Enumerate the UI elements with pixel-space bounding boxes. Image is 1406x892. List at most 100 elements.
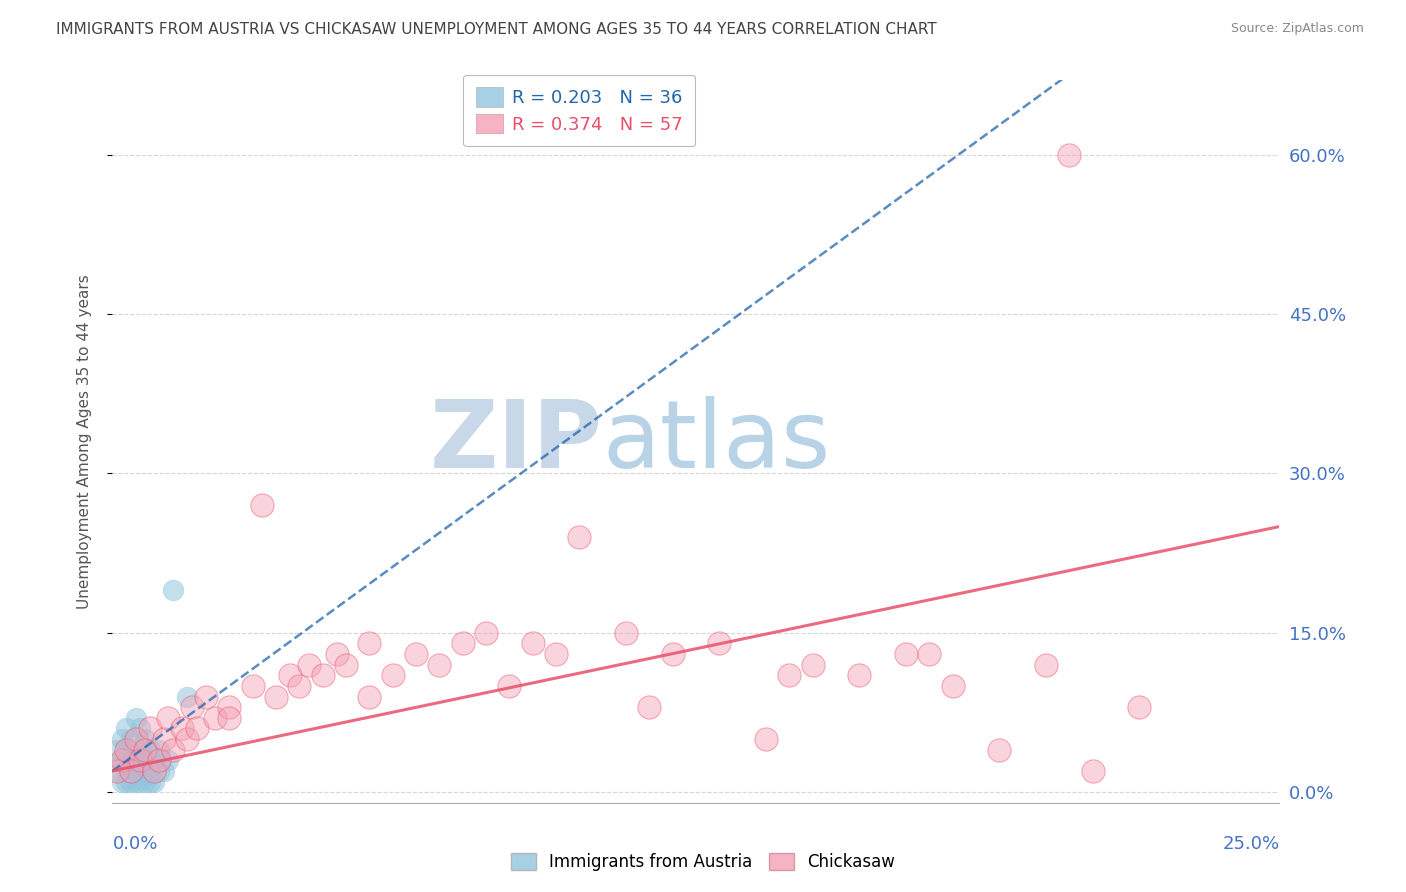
Legend: Immigrants from Austria, Chickasaw: Immigrants from Austria, Chickasaw [502,845,904,880]
Point [568,530,591,544]
Point [311,668,333,682]
Point [120,732,142,747]
Point [139,764,162,778]
Point [148,764,170,778]
Point [134,732,156,747]
Point [129,742,152,756]
Point [115,742,138,756]
Point [1035,657,1057,672]
Point [134,742,156,756]
Point [105,764,128,778]
Point [157,753,180,767]
Point [498,679,520,693]
Point [288,679,311,693]
Point [297,657,319,672]
Point [172,722,194,736]
Point [218,711,240,725]
Point [522,636,544,650]
Point [278,668,301,682]
Point [153,764,176,778]
Point [143,753,166,767]
Point [129,722,152,736]
Point [162,583,184,598]
Point [801,657,824,672]
Point [105,764,128,778]
Point [153,732,176,747]
Point [381,668,404,682]
Point [143,774,166,789]
Point [115,764,138,778]
Text: ZIP: ZIP [430,395,603,488]
Point [125,711,148,725]
Point [120,753,142,767]
Point [848,668,870,682]
Point [359,690,381,704]
Point [614,625,637,640]
Point [661,647,683,661]
Point [755,732,778,747]
Point [186,722,208,736]
Point [638,700,661,714]
Text: 0.0%: 0.0% [112,835,157,853]
Point [111,774,134,789]
Point [250,498,273,512]
Point [359,636,381,650]
Point [176,690,198,704]
Point [778,668,800,682]
Point [1128,700,1150,714]
Point [143,764,166,778]
Point [544,647,567,661]
Point [115,774,138,789]
Text: atlas: atlas [603,395,831,488]
Point [111,732,134,747]
Point [148,742,170,756]
Point [148,753,170,767]
Point [120,774,142,789]
Point [918,647,941,661]
Point [204,711,226,725]
Point [180,700,202,714]
Point [134,764,156,778]
Point [139,742,162,756]
Y-axis label: Unemployment Among Ages 35 to 44 years: Unemployment Among Ages 35 to 44 years [77,274,91,609]
Point [427,657,450,672]
Point [1081,764,1104,778]
Point [709,636,731,650]
Point [894,647,917,661]
Point [139,774,162,789]
Point [129,774,152,789]
Point [162,742,184,756]
Point [111,753,134,767]
Text: 25.0%: 25.0% [1222,835,1279,853]
Point [194,690,217,704]
Point [125,774,148,789]
Point [115,722,138,736]
Point [264,690,287,704]
Point [125,764,148,778]
Text: IMMIGRANTS FROM AUSTRIA VS CHICKASAW UNEMPLOYMENT AMONG AGES 35 TO 44 YEARS CORR: IMMIGRANTS FROM AUSTRIA VS CHICKASAW UNE… [56,22,936,37]
Point [157,711,180,725]
Point [125,753,148,767]
Legend: R = 0.203   N = 36, R = 0.374   N = 57: R = 0.203 N = 36, R = 0.374 N = 57 [463,75,696,146]
Point [139,722,162,736]
Point [475,625,498,640]
Point [105,742,128,756]
Point [988,742,1011,756]
Point [1059,147,1081,161]
Text: Source: ZipAtlas.com: Source: ZipAtlas.com [1230,22,1364,36]
Point [111,753,134,767]
Point [134,753,156,767]
Point [335,657,357,672]
Point [242,679,264,693]
Point [115,742,138,756]
Point [942,679,965,693]
Point [325,647,347,661]
Point [120,764,142,778]
Point [405,647,427,661]
Point [218,700,240,714]
Point [129,764,152,778]
Point [125,732,148,747]
Point [176,732,198,747]
Point [120,764,142,778]
Point [451,636,474,650]
